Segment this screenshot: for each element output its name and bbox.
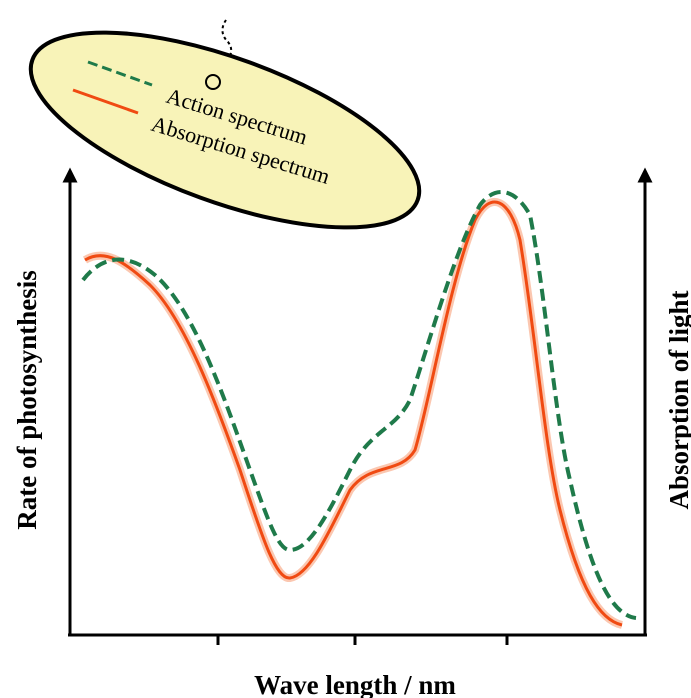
legend-swatch [72,88,139,115]
x-label: Wave length / nm [254,670,456,698]
stem-loop [205,74,221,90]
action-curve [81,190,637,620]
x-ticks [216,635,509,645]
absorption-glow [82,198,624,629]
y-left-label: Rate of photosynthesis [12,270,42,530]
legend-ellipse [28,30,422,230]
absorption-curve [84,200,623,627]
legend [28,30,422,230]
legend-swatch [87,60,153,87]
y-right-label: Absorption of light [664,290,691,509]
